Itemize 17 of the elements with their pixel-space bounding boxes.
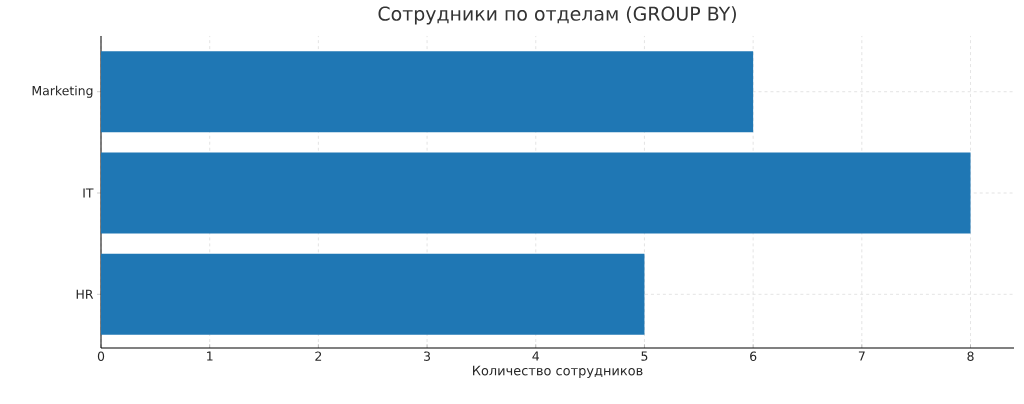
bar [101,152,971,234]
x-tick-label: 1 [207,351,213,361]
x-tick-label: 2 [315,351,322,361]
x-tick-label: 5 [641,351,648,361]
y-tick-label: HR [76,289,94,299]
y-tick-label: IT [83,188,94,198]
x-axis-title: Количество сотрудников [473,365,643,378]
x-tick-label: 8 [967,351,974,361]
y-tick-label: Marketing [32,85,93,98]
x-tick-label: 0 [97,351,105,361]
bar [101,253,645,335]
chart-title: Сотрудники по отделам (GROUP BY) [378,6,736,25]
x-tick-label: 6 [750,351,757,361]
x-tick-label: 7 [858,351,865,361]
bar [101,51,754,133]
x-tick-label: 3 [424,351,431,361]
x-tick-label: 4 [532,351,540,361]
